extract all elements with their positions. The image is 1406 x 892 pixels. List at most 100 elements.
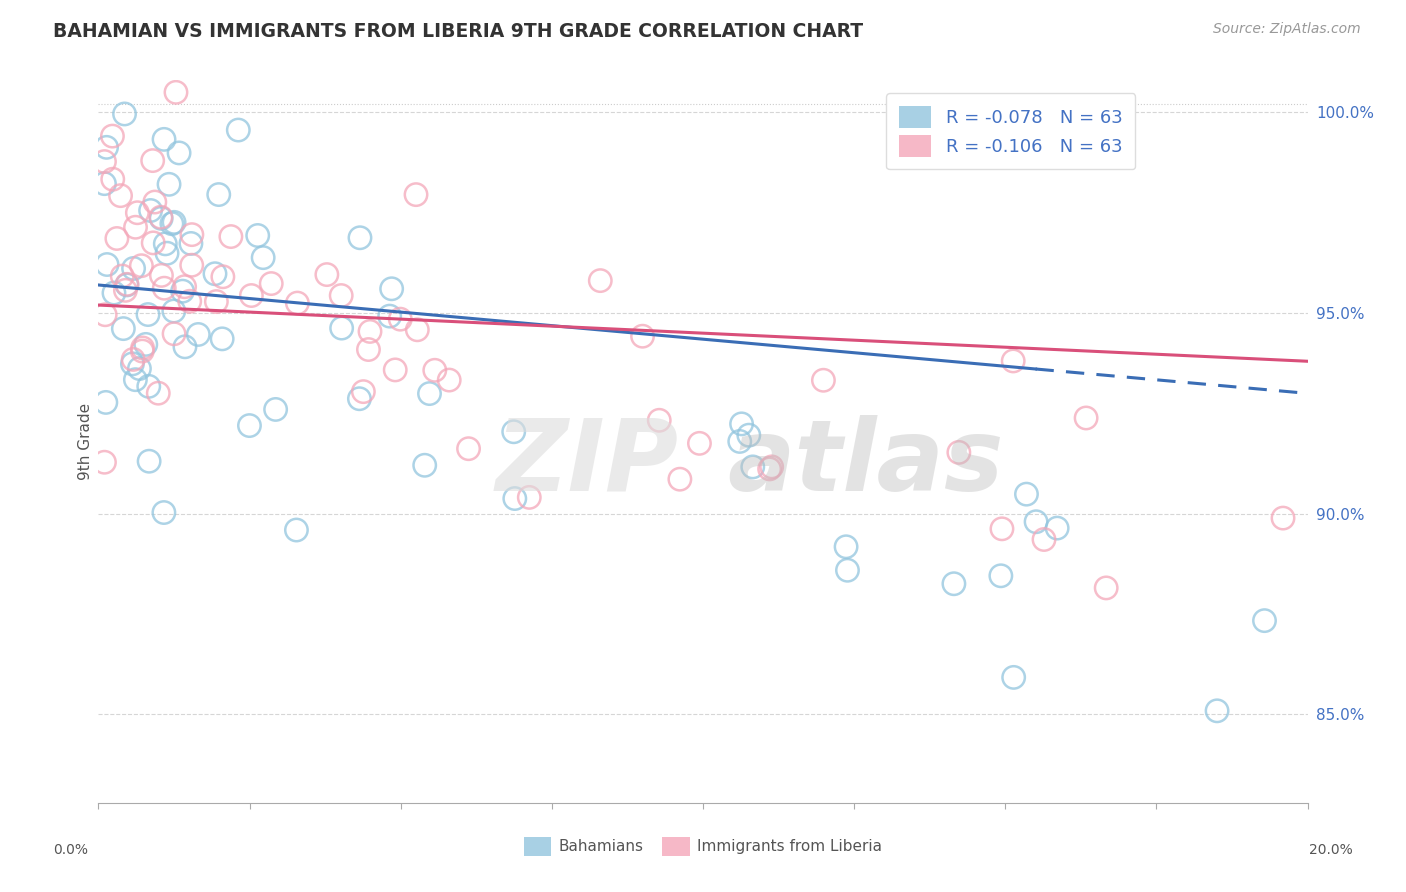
Point: [357, 343, 380, 357]
Point: [173, 279, 195, 293]
Point: [124, 220, 146, 235]
Point: [112, 321, 135, 335]
Point: [1253, 614, 1275, 628]
Point: [631, 329, 654, 343]
Point: [163, 326, 186, 341]
Point: [1206, 704, 1229, 718]
Point: [418, 386, 440, 401]
Point: [405, 187, 427, 202]
Text: Source: ZipAtlas.com: Source: ZipAtlas.com: [1213, 22, 1361, 37]
Point: [138, 379, 160, 393]
Point: [741, 459, 763, 474]
Point: [238, 418, 260, 433]
Point: [124, 373, 146, 387]
Point: [138, 454, 160, 468]
Text: ZIP: ZIP: [496, 415, 679, 512]
Point: [135, 337, 157, 351]
Point: [378, 309, 401, 323]
Point: [349, 231, 371, 245]
Point: [96, 258, 118, 272]
Point: [136, 308, 159, 322]
Text: BAHAMIAN VS IMMIGRANTS FROM LIBERIA 9TH GRADE CORRELATION CHART: BAHAMIAN VS IMMIGRANTS FROM LIBERIA 9TH …: [53, 22, 863, 41]
Point: [1074, 411, 1097, 425]
Point: [688, 436, 710, 450]
Point: [121, 357, 143, 371]
Point: [165, 86, 187, 100]
Point: [315, 268, 337, 282]
Point: [174, 340, 197, 354]
Point: [287, 296, 309, 310]
Point: [1033, 533, 1056, 547]
Point: [990, 569, 1012, 583]
Point: [156, 246, 179, 260]
Point: [127, 205, 149, 219]
Point: [349, 392, 371, 406]
Point: [359, 325, 381, 339]
Point: [648, 413, 671, 427]
Point: [1025, 515, 1047, 529]
Point: [942, 576, 965, 591]
Point: [252, 251, 274, 265]
Point: [122, 261, 145, 276]
Point: [738, 428, 761, 442]
Point: [142, 235, 165, 250]
Point: [131, 341, 153, 355]
Point: [1015, 487, 1038, 501]
Point: [517, 491, 540, 505]
Point: [150, 268, 173, 283]
Point: [103, 285, 125, 300]
Point: [180, 258, 202, 272]
Point: [153, 506, 176, 520]
Point: [180, 227, 202, 242]
Point: [381, 282, 404, 296]
Point: [837, 563, 859, 577]
Point: [330, 321, 353, 335]
Point: [110, 188, 132, 202]
Point: [384, 363, 406, 377]
Point: [761, 459, 783, 474]
Point: [264, 402, 287, 417]
Point: [128, 361, 150, 376]
Point: [948, 445, 970, 459]
Point: [406, 323, 429, 337]
Y-axis label: 9th Grade: 9th Grade: [77, 403, 93, 480]
Point: [457, 442, 479, 456]
Point: [208, 187, 231, 202]
Point: [240, 288, 263, 302]
Text: 0.0%: 0.0%: [53, 843, 89, 857]
Text: atlas: atlas: [727, 415, 1004, 512]
Point: [114, 107, 136, 121]
Point: [160, 217, 183, 231]
Point: [219, 229, 242, 244]
Text: 20.0%: 20.0%: [1309, 843, 1353, 857]
Point: [94, 395, 117, 409]
Point: [728, 434, 751, 449]
Point: [101, 172, 124, 186]
Point: [212, 269, 235, 284]
Point: [413, 458, 436, 473]
Point: [179, 294, 201, 309]
Point: [94, 308, 117, 322]
Point: [1002, 354, 1025, 368]
Point: [226, 123, 249, 137]
Point: [153, 281, 176, 295]
Point: [330, 288, 353, 302]
Point: [211, 332, 233, 346]
Point: [163, 304, 186, 318]
Point: [437, 373, 460, 387]
Point: [503, 491, 526, 506]
Point: [167, 145, 190, 160]
Point: [143, 195, 166, 210]
Point: [139, 203, 162, 218]
Point: [180, 236, 202, 251]
Point: [131, 344, 153, 359]
Point: [1002, 670, 1025, 684]
Point: [172, 284, 194, 298]
Point: [93, 177, 115, 191]
Point: [150, 211, 173, 226]
Point: [589, 274, 612, 288]
Point: [142, 153, 165, 168]
Point: [149, 211, 172, 225]
Point: [813, 373, 835, 387]
Point: [157, 178, 180, 192]
